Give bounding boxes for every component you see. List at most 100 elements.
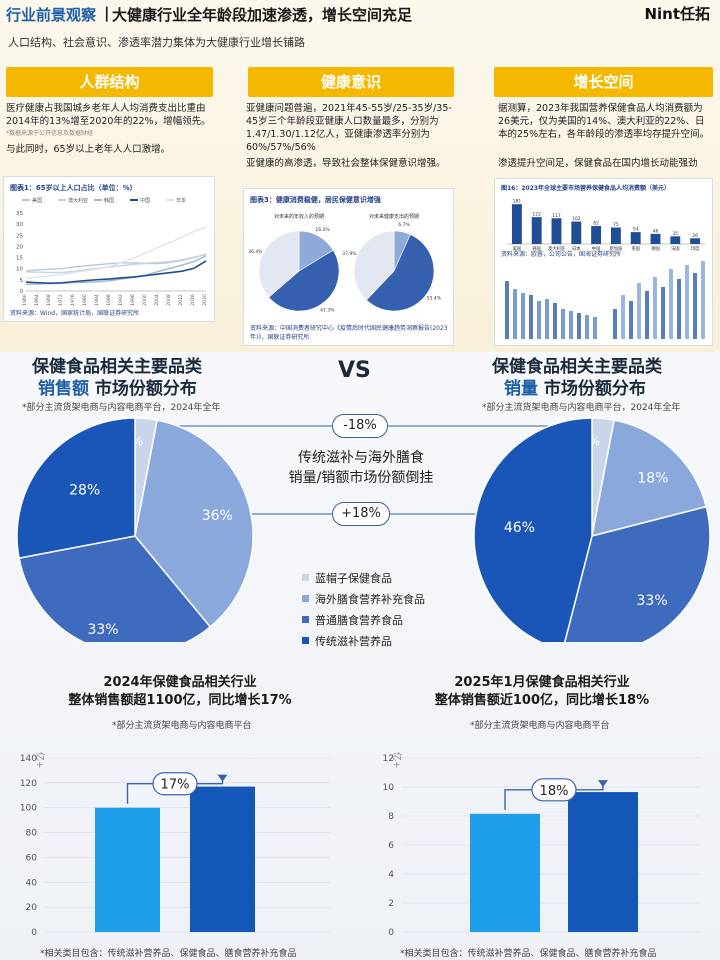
share-pie-label: 28% bbox=[69, 482, 100, 498]
bar-y-tick: 12 bbox=[383, 754, 394, 764]
left-heading-highlight: 销售额 bbox=[38, 379, 89, 399]
fig16-decor-bar bbox=[561, 309, 565, 339]
col-text2-growth: 渗透提升空间足，保健食品在国内增长动能强劲 bbox=[498, 158, 698, 169]
fig16-value: 117 bbox=[552, 213, 561, 219]
fig1-y-tick: 10 bbox=[16, 267, 23, 273]
right-heading-note: *部分主流货架电商与内容电商平台，2024年全年 bbox=[482, 403, 681, 413]
share-pie-slice bbox=[18, 535, 212, 642]
share-pie-slice bbox=[564, 505, 711, 642]
share-pie-label: 46% bbox=[504, 520, 535, 536]
fig1-y-tick: 15 bbox=[16, 256, 23, 262]
fig16-decor-bar bbox=[593, 317, 597, 339]
fig3-slice-label: 37.9% bbox=[342, 251, 357, 257]
bar-y-tick: 120 bbox=[20, 779, 37, 789]
fig16-extra-charts bbox=[505, 261, 705, 339]
fig16-bar bbox=[551, 218, 562, 244]
bar-y-tick: 60 bbox=[26, 853, 38, 863]
fig16-bar bbox=[670, 236, 681, 244]
fig16-decor-bar bbox=[645, 291, 649, 339]
legend-swatch bbox=[302, 595, 309, 602]
right-stat: 2025年1月保健食品相关行业 整体销售额近100亿，同比增长18% bbox=[392, 674, 692, 710]
fig1-legend-label: 澳大利亚 bbox=[68, 197, 88, 204]
fig3-pie-slice bbox=[258, 230, 300, 298]
fig16-decor-bar bbox=[701, 261, 705, 339]
fig16-decor-bar bbox=[637, 283, 641, 339]
fig16-value: 26 bbox=[692, 233, 698, 239]
fig1-line-chart: 美国 澳大利亚 韩国 中国 日本 0 5 10 15 20 25 30 35 1960 1964 1968 19… bbox=[16, 197, 208, 306]
fig16-category: 新加坡 bbox=[609, 245, 623, 252]
fig16-bar bbox=[591, 225, 602, 244]
col-text-awareness: 亚健康问题普遍，2021年45-55岁/25-35岁/35-45岁三个年龄段亚健… bbox=[246, 103, 452, 153]
fig1-y-tick: 30 bbox=[16, 222, 23, 228]
page-title: 大健康行业全年龄段加速渗透，增长空间充足 bbox=[112, 6, 413, 24]
fig16-decor-bar bbox=[529, 295, 533, 339]
fig1-x-tick: 1992 bbox=[118, 294, 124, 306]
fig1-y-tick: 25 bbox=[16, 233, 23, 239]
bar-y-tick: 0 bbox=[388, 928, 394, 938]
fig16-category: 中国 bbox=[592, 245, 601, 252]
fig3-pie-slice bbox=[268, 249, 340, 312]
fig1-x-tick: 1996 bbox=[130, 294, 136, 306]
fig3-pie-slice bbox=[366, 234, 435, 312]
fig16-category: 美国 bbox=[513, 245, 522, 252]
fig16-decor-bar bbox=[569, 311, 573, 339]
fig1-series-line bbox=[25, 253, 207, 272]
col-text2-population: 与此同时，65岁以上老年人人口激增。 bbox=[6, 144, 171, 155]
fig1-x-tick: 1968 bbox=[46, 294, 52, 306]
fig1-x-tick: 2016 bbox=[190, 294, 196, 306]
title-separator: | bbox=[104, 4, 110, 22]
legend-label: 普通膳食营养食品 bbox=[315, 614, 403, 627]
bar-y-tick: 140 bbox=[20, 754, 37, 764]
left-stat-line2: 整体销售额超1100亿，同比增长17% bbox=[68, 693, 292, 708]
share-pie-slice bbox=[16, 417, 136, 559]
fig16-bar bbox=[630, 232, 641, 244]
fig16-decor-bar bbox=[685, 265, 689, 339]
fig3-pie-label: 对未来健康支出的预期 bbox=[369, 213, 419, 220]
share-pie-slice bbox=[473, 417, 593, 642]
fig1-x-tick: 1964 bbox=[34, 294, 40, 306]
fig16-decor-bar bbox=[577, 313, 581, 339]
share-pie-label: 33% bbox=[87, 622, 118, 638]
col-text-population: 医疗健康占我国城乡老年人人均消费支出比重由2014年的13%增至2020年的22… bbox=[6, 103, 211, 127]
right-heading-rest: 市场份额分布 bbox=[538, 379, 646, 399]
bar-y-tick: 4 bbox=[388, 870, 394, 880]
fig16-value: 54 bbox=[633, 227, 639, 233]
bar-y-tick: 8 bbox=[388, 812, 394, 822]
right-heading-line1: 保健食品相关主要品类 bbox=[492, 357, 662, 377]
legend-item: 普通膳食营养食品 bbox=[302, 612, 403, 628]
fig16-value: 46 bbox=[653, 228, 659, 234]
legend-swatch bbox=[302, 637, 309, 644]
growth-bar bbox=[190, 786, 255, 932]
fig1-x-tick: 1984 bbox=[94, 294, 100, 306]
fig3-card: 图表3：健康消费稳健，居民保健意识增强 对未来的年收入的预期 16.3% 47.3%… bbox=[243, 188, 454, 346]
fig3-pies: 对未来的年收入的预期 16.3% 47.3% 36.4% 对未来健康支出的预期 6.7% 5… bbox=[248, 213, 442, 314]
fig16-category: 澳大利亚 bbox=[548, 245, 566, 252]
fig1-x-tick: 1960 bbox=[22, 294, 28, 306]
pill-mid-change: +18% bbox=[332, 502, 390, 526]
left-heading-line2: 销售额 市场份额分布 bbox=[38, 374, 197, 399]
fig3-pie-slice bbox=[353, 230, 395, 301]
fig1-y-tick: 0 bbox=[20, 289, 24, 295]
fig1-series-line bbox=[25, 260, 207, 285]
fig16-decor-bar bbox=[545, 299, 549, 339]
legend-label: 蓝帽子保健食品 bbox=[315, 572, 392, 585]
fig1-title: 图表1：65岁以上人口占比（单位：%） bbox=[10, 184, 137, 192]
col-text-growth: 据测算，2023年我国营养保健食品人均消费额为26美元，仅为美国的14%、澳大利… bbox=[498, 103, 710, 140]
fig16-category: 法国 bbox=[671, 245, 680, 252]
fig3-slice-label: 6.7% bbox=[398, 222, 410, 228]
fig1-source: 资料来源：Wind，国家统计局，国联证券研究所 bbox=[10, 310, 140, 317]
left-footnote: *相关类目包含：传统滋补营养品、保健食品、膳食营养补充食品 bbox=[40, 949, 297, 959]
fig16-decor-bar bbox=[629, 301, 633, 339]
fig1-legend-label: 美国 bbox=[32, 197, 42, 204]
right-stat-line1: 2025年1月保健食品相关行业 bbox=[454, 675, 630, 690]
right-stat-line2: 整体销售额近100亿，同比增长18% bbox=[434, 693, 650, 708]
right-heading-line2: 销量 市场份额分布 bbox=[504, 374, 646, 399]
fig16-category: 印度 bbox=[691, 245, 700, 252]
growth-pill bbox=[152, 772, 198, 796]
left-heading-rest: 市场份额分布 bbox=[89, 379, 197, 399]
fig16-bar bbox=[531, 217, 542, 244]
bar-y-tick: 100 bbox=[20, 804, 37, 814]
growth-bar-charts: 亿+ 0 20 40 60 80 100 120 140 17% 亿+ 0 2 4 6 8 10 12 18% bbox=[20, 752, 700, 938]
fig3-slice-label: 16.3% bbox=[315, 227, 330, 233]
fig16-decor-bar bbox=[693, 273, 697, 339]
